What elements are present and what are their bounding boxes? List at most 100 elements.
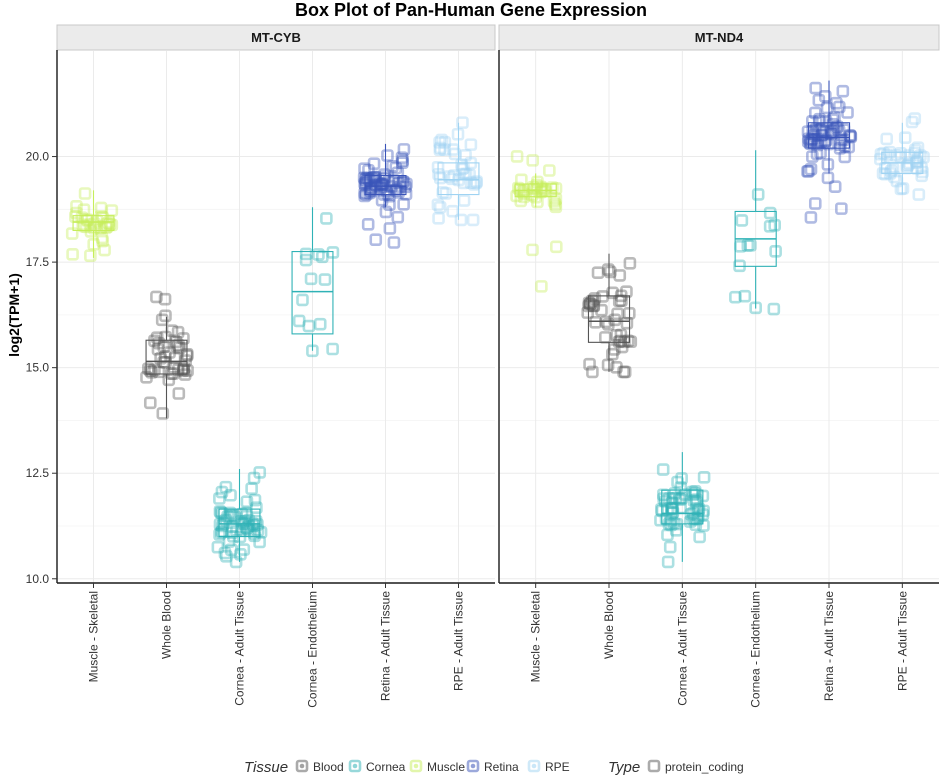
box-mt-cyb-cornea-endothelium [291,251,334,335]
data-point-mt-nd4-muscle-skeletal [526,180,540,194]
data-point-mt-nd4-cornea-adult-tissue [684,515,697,528]
data-point-mt-cyb-muscle-skeletal [77,203,91,216]
legend-type-items: protein_coding [647,759,744,774]
x-tick-label-mt-cyb-whole-blood: Whole Blood [160,591,174,659]
data-point-mt-nd4-cornea-adult-tissue [669,491,683,505]
data-point-mt-nd4-cornea-adult-tissue [684,507,698,521]
data-point-mt-cyb-rpe-adult-tissue [433,143,447,157]
x-tick-label-mt-cyb-muscle-skeletal: Muscle - Skeletal [87,591,101,682]
boxes-mt-cyb [72,122,480,562]
gridlines-mt-cyb [57,51,495,583]
data-point-mt-cyb-cornea-adult-tissue [240,495,254,508]
data-point-mt-cyb-rpe-adult-tissue [455,158,468,171]
legend-key-box [466,759,480,773]
data-point-mt-cyb-whole-blood [159,309,172,323]
data-point-mt-nd4-rpe-adult-tissue [889,149,903,162]
data-point-mt-cyb-whole-blood [169,335,183,349]
data-point-mt-nd4-retina-adult-tissue [838,150,852,164]
data-point-mt-nd4-muscle-skeletal [531,175,544,189]
data-point-mt-cyb-rpe-adult-tissue [457,176,471,190]
data-point-mt-nd4-rpe-adult-tissue [880,132,893,146]
data-point-mt-nd4-whole-blood [611,307,624,321]
data-point-mt-cyb-retina-adult-tissue [395,151,409,165]
y-axis-ticks: 10.0 12.5 15.0 17.5 20.0 [26,150,57,586]
data-point-mt-nd4-whole-blood [604,265,617,279]
data-point-mt-nd4-muscle-skeletal [549,200,563,214]
data-point-mt-cyb-retina-adult-tissue [378,171,391,184]
data-point-mt-nd4-cornea-adult-tissue [656,463,670,476]
data-point-mt-nd4-cornea-adult-tissue [697,504,710,518]
data-point-mt-cyb-cornea-adult-tissue [228,510,241,523]
data-point-mt-nd4-rpe-adult-tissue [874,152,887,166]
data-point-mt-cyb-whole-blood [173,341,186,355]
x-tick-label-mt-nd4-whole-blood: Whole Blood [602,591,616,659]
data-point-mt-nd4-whole-blood [613,269,627,282]
data-point-mt-cyb-rpe-adult-tissue [470,175,483,188]
legend-key-box [295,759,309,773]
data-point-mt-nd4-muscle-skeletal [534,180,548,194]
data-point-mt-nd4-cornea-adult-tissue [697,471,711,484]
data-point-mt-cyb-whole-blood [181,364,194,377]
data-point-mt-cyb-retina-adult-tissue [387,236,401,249]
data-point-mt-nd4-whole-blood [606,286,619,300]
data-point-mt-nd4-retina-adult-tissue [804,134,818,147]
data-point-mt-cyb-rpe-adult-tissue [447,169,461,182]
data-point-mt-cyb-retina-adult-tissue [373,177,387,190]
data-point-mt-nd4-whole-blood [610,329,623,342]
legend-title-tissue: Tissue [244,759,288,776]
data-point-mt-nd4-rpe-adult-tissue [881,149,894,162]
data-point-mt-cyb-whole-blood [148,334,161,348]
data-point-mt-nd4-retina-adult-tissue [815,134,828,148]
data-point-mt-nd4-retina-adult-tissue [808,197,822,210]
data-point-mt-cyb-muscle-skeletal [94,201,108,215]
data-point-mt-nd4-cornea-adult-tissue [688,485,702,498]
data-point-mt-cyb-rpe-adult-tissue [438,136,452,149]
data-point-mt-nd4-cornea-adult-tissue [675,491,688,505]
data-point-mt-cyb-retina-adult-tissue [376,178,390,191]
data-point-mt-cyb-whole-blood [145,366,158,379]
data-point-mt-nd4-rpe-adult-tissue [917,150,930,164]
legend-key-dot [352,763,358,769]
data-point-mt-cyb-whole-blood [143,396,157,410]
data-point-mt-cyb-retina-adult-tissue [369,170,382,184]
data-point-mt-nd4-retina-adult-tissue [805,132,819,146]
data-point-mt-nd4-rpe-adult-tissue [910,154,923,168]
data-point-mt-cyb-whole-blood [177,364,190,378]
data-point-mt-nd4-cornea-adult-tissue [674,493,688,506]
data-point-mt-nd4-retina-adult-tissue [806,124,819,137]
data-point-mt-nd4-rpe-adult-tissue [914,149,927,162]
data-point-mt-nd4-retina-adult-tissue [831,120,844,133]
data-point-mt-cyb-whole-blood [172,363,185,377]
data-point-mt-nd4-muscle-skeletal [526,154,540,167]
data-point-mt-cyb-retina-adult-tissue [364,181,378,195]
data-point-mt-cyb-retina-adult-tissue [358,162,371,175]
data-point-mt-cyb-cornea-adult-tissue [240,509,254,523]
data-point-mt-nd4-retina-adult-tissue [826,113,840,126]
data-point-mt-cyb-muscle-skeletal [76,218,90,231]
data-point-mt-cyb-whole-blood [154,352,167,365]
data-point-mt-nd4-cornea-adult-tissue [665,496,679,510]
data-point-mt-nd4-retina-adult-tissue [820,101,834,115]
data-point-mt-cyb-cornea-adult-tissue [250,501,263,514]
data-point-mt-nd4-retina-adult-tissue [833,100,846,114]
data-point-mt-cyb-retina-adult-tissue [381,187,394,201]
legend-key-dot [470,763,476,769]
data-point-mt-nd4-retina-adult-tissue [824,124,838,138]
data-point-mt-nd4-retina-adult-tissue [818,125,831,138]
x-tick-label-mt-cyb-cornea-endothelium: Cornea - Endothelium [306,591,320,708]
data-point-mt-cyb-cornea-adult-tissue [226,508,240,522]
data-point-mt-cyb-cornea-adult-tissue [229,555,243,569]
legend-key-box [348,759,362,773]
x-tick-label-mt-nd4-retina-adult-tissue: Retina - Adult Tissue [822,591,836,701]
data-point-mt-cyb-muscle-skeletal [83,218,97,231]
data-point-mt-nd4-whole-blood [601,358,615,372]
x-tick-label-mt-nd4-cornea-endothelium: Cornea - Endothelium [749,591,763,708]
data-point-mt-cyb-whole-blood [170,339,183,353]
data-point-mt-nd4-rpe-adult-tissue [902,158,915,172]
legend-key-dot [299,763,305,769]
y-tick-label: 15.0 [26,361,50,375]
data-point-mt-cyb-cornea-endothelium [312,248,325,261]
data-point-mt-cyb-rpe-adult-tissue [457,167,471,181]
data-point-mt-nd4-rpe-adult-tissue [912,188,926,201]
